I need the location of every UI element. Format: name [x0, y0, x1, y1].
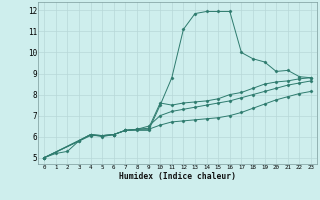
X-axis label: Humidex (Indice chaleur): Humidex (Indice chaleur) — [119, 172, 236, 181]
